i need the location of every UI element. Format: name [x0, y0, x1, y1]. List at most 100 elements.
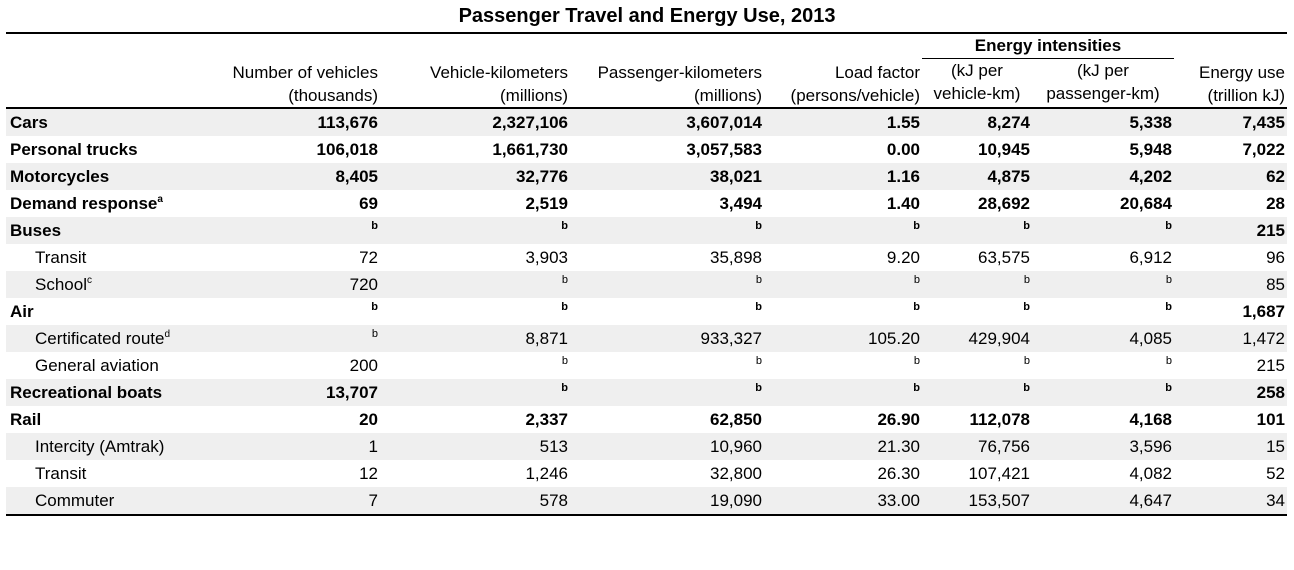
data-cell: 2,327,106 [380, 108, 570, 136]
row-label: Rail [10, 410, 42, 429]
footnote-cell: b [1032, 271, 1174, 298]
data-cell: 26.30 [877, 464, 920, 483]
row-label: Demand responsea [10, 194, 163, 213]
footnote-cell: b [570, 217, 764, 244]
data-cell: 105.20 [764, 325, 922, 352]
header-kj-per-vehicle-km: (kJ per vehicle-km) [933, 61, 1021, 103]
data-cell: 5,338 [1032, 108, 1174, 136]
data-cell: 2,519 [525, 194, 568, 213]
data-cell: 96 [1266, 248, 1285, 267]
data-cell: 3,057,583 [686, 140, 762, 159]
data-cell: 63,575 [978, 248, 1030, 267]
row-label: Air [10, 302, 34, 321]
data-cell: 15 [1174, 433, 1287, 460]
header-number-of-vehicles: Number of vehicles (thousands) [232, 63, 378, 105]
data-cell: 8,274 [922, 108, 1032, 136]
row-label: Schoolc [6, 271, 198, 298]
footnote-cell: b [755, 355, 762, 367]
data-cell: 76,756 [922, 433, 1032, 460]
footnote-cell: b [922, 271, 1032, 298]
table-row: Intercity (Amtrak) 1 513 10,960 21.30 76,756 3… [6, 433, 1287, 460]
footnote-cell: b [570, 379, 764, 406]
data-cell: 153,507 [922, 487, 1032, 515]
table-body: Cars 113,676 2,327,106 3,607,014 1.55 8,274 5,… [6, 108, 1287, 515]
footnote-cell: b [561, 355, 568, 367]
data-cell: 20 [359, 410, 378, 429]
data-cell: 8,871 [380, 325, 570, 352]
footnote-cell: b [922, 379, 1032, 406]
table-row: Buses b b b b b b 215 [6, 217, 1287, 244]
row-label: Recreational boats [6, 379, 198, 406]
data-cell: 38,021 [570, 163, 764, 190]
data-cell: 215 [1256, 356, 1285, 375]
data-cell: 28 [1266, 194, 1285, 213]
table-row: Certificated routed b 8,871 933,327 105.20 42… [6, 325, 1287, 352]
table-header: Number of vehicles (thousands) Vehicle-ki… [6, 33, 1287, 108]
data-cell: 578 [380, 487, 570, 515]
footnote-cell: b [1032, 217, 1174, 244]
row-label: Transit [35, 248, 87, 267]
data-cell: 32,800 [710, 464, 762, 483]
footnote-cell: b [380, 271, 570, 298]
data-cell: 112,078 [969, 410, 1030, 429]
data-cell: 32,776 [380, 163, 570, 190]
data-cell: 0.00 [886, 140, 920, 159]
footnote-cell: b [764, 379, 922, 406]
table-row: Demand responsea 69 2,519 3,494 1.40 28,692 20… [6, 190, 1287, 217]
data-cell: 8,405 [198, 163, 380, 190]
data-cell: 933,327 [570, 325, 764, 352]
footnote-cell: b [1165, 355, 1172, 367]
data-cell: 6,912 [1129, 248, 1172, 267]
data-cell: 9.20 [886, 248, 920, 267]
row-label: Certificated routed [6, 325, 198, 352]
footnote-cell: b [198, 325, 380, 352]
table-title: Passenger Travel and Energy Use, 2013 [458, 5, 836, 27]
header-energy-intensities: Energy intensities [922, 33, 1174, 59]
footnote-cell: b [380, 379, 570, 406]
data-cell: 12 [359, 464, 378, 483]
data-cell: 1,661,730 [492, 140, 568, 159]
footnote-cell: b [913, 301, 920, 313]
data-cell: 1,246 [525, 464, 568, 483]
table-row: Rail 20 2,337 62,850 26.90 112,078 4,168 101 [6, 406, 1287, 433]
table-row: Recreational boats 13,707 b b b b b 258 [6, 379, 1287, 406]
table-row: Commuter 7 578 19,090 33.00 153,507 4,647 34 [6, 487, 1287, 515]
row-label: Buses [6, 217, 198, 244]
footnote-cell: b [380, 217, 570, 244]
data-cell: 107,421 [968, 464, 1030, 483]
data-cell: 1 [198, 433, 380, 460]
footnote-cell: b [755, 301, 762, 313]
data-cell: 3,494 [719, 194, 762, 213]
data-cell: 2,337 [525, 410, 568, 429]
data-cell: 20,684 [1120, 194, 1172, 213]
footnote-cell: b [570, 271, 764, 298]
data-cell: 3,903 [525, 248, 568, 267]
footnote-cell: b [764, 217, 922, 244]
data-cell: 720 [198, 271, 380, 298]
data-cell: 429,904 [922, 325, 1032, 352]
data-cell: 3,607,014 [570, 108, 764, 136]
data-cell: 35,898 [710, 248, 762, 267]
data-cell: 4,168 [1129, 410, 1172, 429]
footnote-cell: b [198, 217, 380, 244]
header-energy-use: Energy use (trillion kJ) [1199, 63, 1285, 105]
passenger-travel-table: Number of vehicles (thousands) Vehicle-ki… [6, 32, 1287, 516]
data-cell: 7,435 [1174, 108, 1287, 136]
header-load-factor: Load factor (persons/vehicle) [790, 63, 920, 105]
row-label: Motorcycles [6, 163, 198, 190]
header-vehicle-kilometers: Vehicle-kilometers (millions) [430, 63, 568, 105]
footnote-cell: b [922, 217, 1032, 244]
data-cell: 34 [1174, 487, 1287, 515]
data-cell: 52 [1266, 464, 1285, 483]
table-row: Schoolc 720 b b b b b 85 [6, 271, 1287, 298]
header-spacer [6, 59, 198, 109]
footnote-cell: b [371, 301, 378, 313]
data-cell: 62 [1174, 163, 1287, 190]
data-cell: 1,687 [1242, 302, 1285, 321]
header-kj-per-passenger-km: (kJ per passenger-km) [1046, 61, 1160, 103]
data-cell: 200 [349, 356, 378, 375]
data-cell: 4,875 [922, 163, 1032, 190]
header-passenger-kilometers: Passenger-kilometers (millions) [597, 63, 762, 105]
data-cell: 106,018 [316, 140, 378, 159]
table-row: Cars 113,676 2,327,106 3,607,014 1.55 8,274 5,… [6, 108, 1287, 136]
